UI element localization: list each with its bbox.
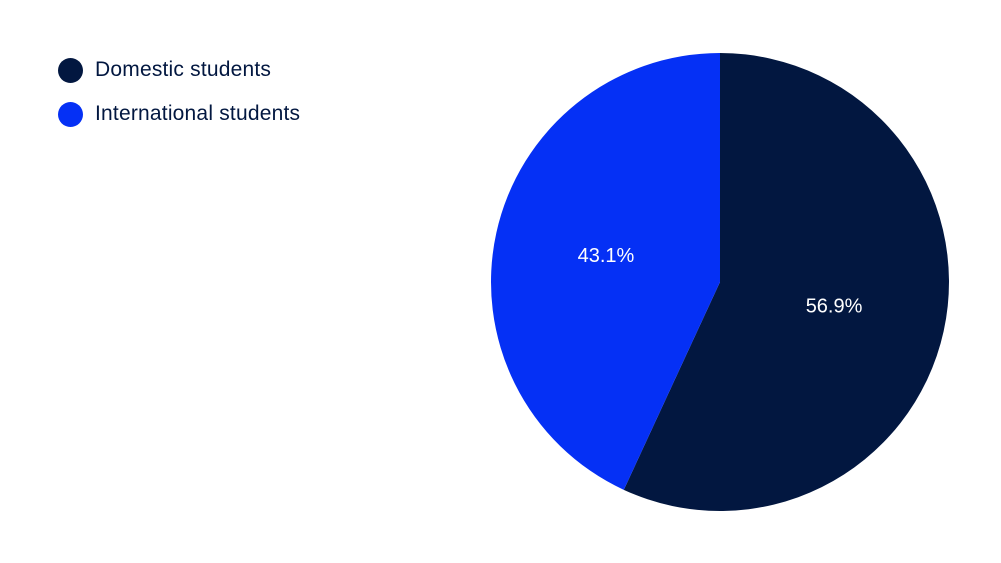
- legend: Domestic students International students: [58, 56, 300, 144]
- legend-label-domestic: Domestic students: [95, 58, 272, 81]
- legend-label-international: International students: [95, 102, 301, 125]
- pie-slice-domestic: [623, 53, 949, 511]
- legend-swatch-domestic: [58, 57, 83, 83]
- pie-label-international: 43.1%: [578, 245, 635, 267]
- pie-slice-international: [490, 53, 720, 490]
- legend-item-international: International students: [58, 100, 300, 128]
- pie-label-domestic: 56.9%: [806, 295, 863, 317]
- legend-item-domestic: Domestic students: [58, 56, 300, 84]
- legend-swatch-international: [58, 101, 83, 127]
